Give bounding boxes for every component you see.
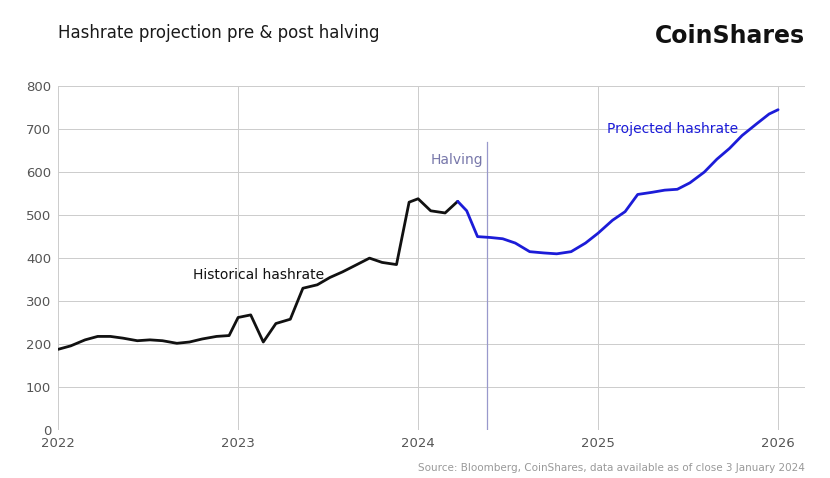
Text: CoinShares: CoinShares — [655, 24, 805, 48]
Text: Historical hashrate: Historical hashrate — [193, 268, 325, 282]
Text: Projected hashrate: Projected hashrate — [607, 122, 738, 136]
Text: Hashrate projection pre & post halving: Hashrate projection pre & post halving — [58, 24, 379, 42]
Text: Halving: Halving — [430, 153, 483, 167]
Text: Source: Bloomberg, CoinShares, data available as of close 3 January 2024: Source: Bloomberg, CoinShares, data avai… — [418, 463, 805, 473]
